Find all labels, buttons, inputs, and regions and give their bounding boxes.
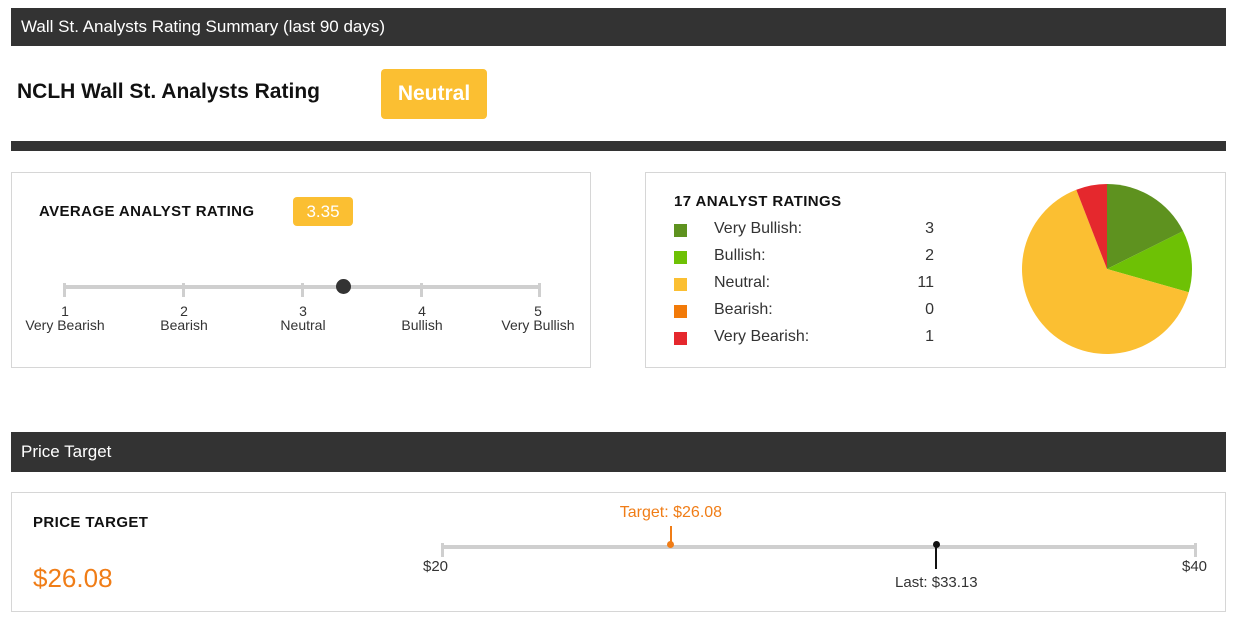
last-price-marker <box>932 541 940 548</box>
ratings-pie-chart <box>1022 184 1192 355</box>
rating-scale-tick <box>63 283 66 297</box>
price-range-track <box>441 545 1197 549</box>
legend-swatch <box>674 332 687 345</box>
scale-label-1: 1 Very Bearish <box>25 303 105 333</box>
rating-scale-tick <box>301 283 304 297</box>
section-divider <box>11 141 1226 151</box>
price-target-marker-label: Target: $26.08 <box>619 504 723 521</box>
average-rating-panel: AVERAGE ANALYST RATING 3.35 1 Very Bearis… <box>11 172 591 368</box>
last-price-marker-stem <box>935 545 938 569</box>
legend-swatch <box>674 305 687 318</box>
legend-label: Bearish: <box>714 301 773 318</box>
legend-label: Neutral: <box>714 274 771 291</box>
rating-scale-tick <box>538 283 541 297</box>
summary-header-title: Wall St. Analysts Rating Summary (last 9… <box>21 17 386 36</box>
legend-item: Bearish: 0 <box>674 301 934 321</box>
price-target-marker <box>667 541 675 548</box>
legend-item: Neutral: 11 <box>674 274 934 294</box>
price-range-min-tick <box>441 543 444 557</box>
scale-label-5: 5 Very Bullish <box>501 303 575 333</box>
average-rating-badge: 3.35 <box>293 197 353 226</box>
pie-slice-bullish <box>1107 231 1192 293</box>
analyst-ratings-heading: 17 ANALYST RATINGS <box>674 193 842 210</box>
price-target-value: $26.08 <box>33 563 113 593</box>
legend-count: 11 <box>917 274 934 291</box>
price-target-panel: PRICE TARGET $26.08 $20 $40 Target: $26.… <box>11 492 1226 612</box>
legend-swatch <box>674 278 687 291</box>
legend-count: 1 <box>925 328 934 345</box>
legend-label: Very Bullish: <box>714 220 803 237</box>
legend-count: 3 <box>925 220 934 237</box>
legend-swatch <box>674 251 687 264</box>
pie-slice-very-bullish <box>1107 184 1184 269</box>
price-target-header-title: Price Target <box>21 442 112 461</box>
legend-item: Very Bearish: 1 <box>674 328 934 348</box>
price-range-max-tick <box>1194 543 1197 557</box>
analyst-ratings-panel: 17 ANALYST RATINGS Very Bullish: 3 Bulli… <box>645 172 1226 368</box>
rating-scale-marker <box>336 279 352 294</box>
pie-slice-neutral <box>1022 189 1189 355</box>
scale-label-4: 4 Bullish <box>401 303 443 333</box>
legend-swatch <box>674 224 687 237</box>
rating-title: NCLH Wall St. Analysts Rating <box>17 80 320 103</box>
price-target-header-bar: Price Target <box>11 432 1226 472</box>
rating-badge: Neutral <box>381 69 487 119</box>
legend-label: Bullish: <box>714 247 766 264</box>
legend-count: 0 <box>925 301 934 318</box>
summary-header-bar: Wall St. Analysts Rating Summary (last 9… <box>11 8 1226 46</box>
price-target-heading: PRICE TARGET <box>33 514 149 531</box>
pie-slice-very-bearish <box>1076 184 1107 269</box>
legend-label: Very Bearish: <box>714 328 810 345</box>
price-range-min-label: $20 <box>423 558 449 575</box>
legend-item: Very Bullish: 3 <box>674 220 934 240</box>
average-rating-heading: AVERAGE ANALYST RATING <box>39 203 255 220</box>
rating-scale-tick <box>420 283 423 297</box>
legend-count: 2 <box>925 247 934 264</box>
last-price-label: Last: $33.13 <box>895 574 978 591</box>
legend-item: Bullish: 2 <box>674 247 934 267</box>
price-range-max-label: $40 <box>1182 558 1208 575</box>
rating-scale-tick <box>182 283 185 297</box>
scale-label-3: 3 Neutral <box>280 303 326 333</box>
scale-label-2: 2 Bearish <box>160 303 208 333</box>
price-target-marker-stem <box>669 526 672 543</box>
